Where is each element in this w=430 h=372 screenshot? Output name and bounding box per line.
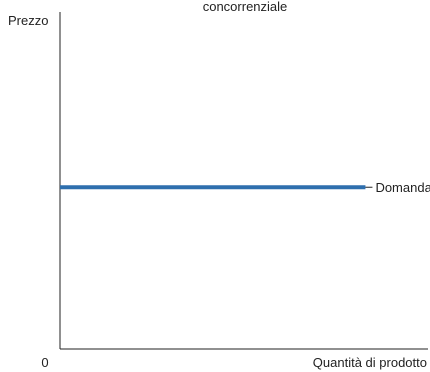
axes	[59, 12, 428, 350]
chart-title: concorrenziale	[203, 0, 288, 14]
series-label: Domanda	[375, 180, 430, 195]
y-axis-label: Prezzo	[8, 13, 48, 28]
x-axis-label: Quantità di prodotto	[313, 355, 427, 370]
origin-label: 0	[41, 355, 48, 370]
series-layer: Domanda	[60, 180, 430, 195]
